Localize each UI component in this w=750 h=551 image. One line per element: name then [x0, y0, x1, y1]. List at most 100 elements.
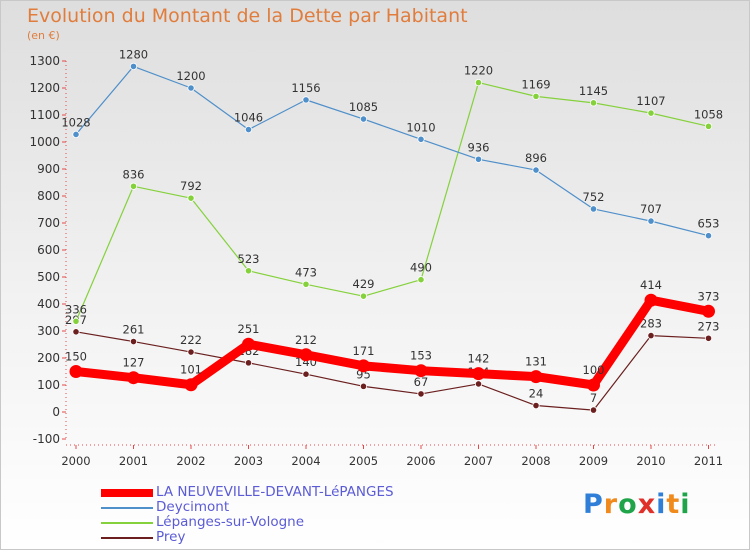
data-label: 1280 — [119, 47, 148, 61]
data-label: 1028 — [61, 115, 90, 129]
data-point — [472, 367, 485, 381]
data-point — [417, 276, 425, 284]
data-label: 171 — [353, 344, 375, 358]
y-tick-label: 400 — [37, 297, 60, 311]
logo-letter: i — [680, 489, 691, 520]
data-label: 127 — [123, 356, 145, 370]
y-tick-label: 700 — [37, 216, 60, 230]
data-point — [474, 79, 483, 87]
y-tick-label: 1200 — [29, 81, 60, 95]
y-tick-label: 0 — [52, 405, 60, 419]
x-tick-label: 2000 — [61, 454, 90, 468]
data-label: 1156 — [291, 81, 320, 95]
data-point — [129, 337, 138, 346]
data-label: 792 — [180, 179, 202, 193]
legend-swatch — [101, 489, 153, 497]
data-label: 153 — [410, 349, 432, 363]
data-point — [587, 378, 600, 392]
data-point — [702, 304, 715, 318]
legend-swatch — [101, 522, 153, 524]
data-point — [244, 359, 253, 367]
data-label: 1058 — [694, 107, 723, 121]
chart-unit-label: (en €) — [27, 29, 60, 42]
data-label: 414 — [640, 278, 662, 292]
data-point — [704, 122, 713, 130]
data-label: 936 — [468, 140, 490, 154]
data-label: 836 — [123, 167, 145, 181]
data-label: 131 — [525, 355, 547, 369]
series-line — [75, 81, 710, 322]
data-point — [359, 115, 368, 123]
data-label: 336 — [65, 302, 87, 316]
data-label: 1107 — [636, 94, 665, 108]
data-label: 1169 — [521, 77, 550, 91]
data-label: 100 — [583, 363, 605, 377]
legend-label: Lépanges-sur-Vologne — [156, 514, 305, 530]
data-label: 1145 — [579, 84, 608, 98]
data-label: 261 — [123, 323, 145, 337]
data-label: 653 — [698, 217, 720, 231]
logo-letter: t — [666, 489, 681, 520]
data-point — [244, 267, 253, 275]
y-tick-label: 1100 — [29, 108, 60, 122]
logo-letter: x — [637, 489, 657, 520]
data-point — [589, 406, 598, 414]
data-point — [532, 92, 540, 100]
data-point — [414, 364, 428, 378]
series-line — [75, 331, 710, 411]
data-label: 1085 — [349, 100, 378, 114]
data-point — [417, 135, 425, 143]
data-point — [704, 334, 713, 342]
data-point — [302, 370, 310, 378]
legend-label: Prey — [156, 529, 186, 545]
x-tick-label: 2005 — [349, 454, 378, 468]
data-point — [72, 130, 80, 139]
legend-label: Deycimont — [156, 499, 230, 515]
data-label: 24 — [529, 387, 544, 401]
data-point — [187, 194, 195, 202]
x-tick-label: 2001 — [119, 454, 148, 468]
data-point — [474, 380, 483, 388]
data-point — [72, 328, 80, 336]
y-tick-label: 600 — [37, 243, 60, 257]
data-label: 1220 — [464, 64, 493, 78]
data-label: 150 — [65, 350, 87, 364]
data-point — [647, 109, 655, 117]
legend-swatch — [101, 507, 153, 509]
data-label: 473 — [295, 265, 317, 279]
x-tick-label: 2011 — [694, 454, 723, 468]
data-label: 222 — [180, 333, 202, 347]
data-point — [69, 365, 83, 378]
y-tick-label: -100 — [33, 432, 60, 446]
x-tick-label: 2003 — [234, 454, 263, 468]
data-point — [359, 382, 368, 390]
data-label: 273 — [698, 319, 720, 333]
data-point — [532, 166, 540, 174]
data-point — [242, 337, 255, 351]
x-tick-label: 2002 — [176, 454, 205, 468]
series-line — [71, 295, 713, 390]
data-label: 67 — [414, 375, 429, 389]
legend-swatch — [101, 537, 153, 539]
data-point — [127, 371, 140, 385]
data-point — [532, 401, 540, 410]
data-label: 1046 — [234, 111, 263, 125]
y-tick-label: 1000 — [29, 135, 60, 149]
data-point — [357, 359, 370, 373]
data-label: 142 — [468, 352, 490, 366]
data-label: 251 — [238, 322, 260, 336]
proxiti-logo: Proxiti — [583, 489, 691, 520]
data-label: 212 — [295, 333, 317, 347]
data-point — [644, 293, 658, 307]
data-point — [72, 317, 80, 325]
data-point — [589, 205, 598, 213]
chart-title: Evolution du Montant de la Dette par Hab… — [27, 5, 468, 27]
data-point — [299, 348, 313, 362]
x-tick-label: 2010 — [636, 454, 665, 468]
y-tick-label: 800 — [37, 189, 60, 203]
data-label: 283 — [640, 317, 662, 331]
data-label: 707 — [640, 202, 662, 216]
y-tick-label: 900 — [37, 162, 60, 176]
data-point — [302, 280, 310, 288]
